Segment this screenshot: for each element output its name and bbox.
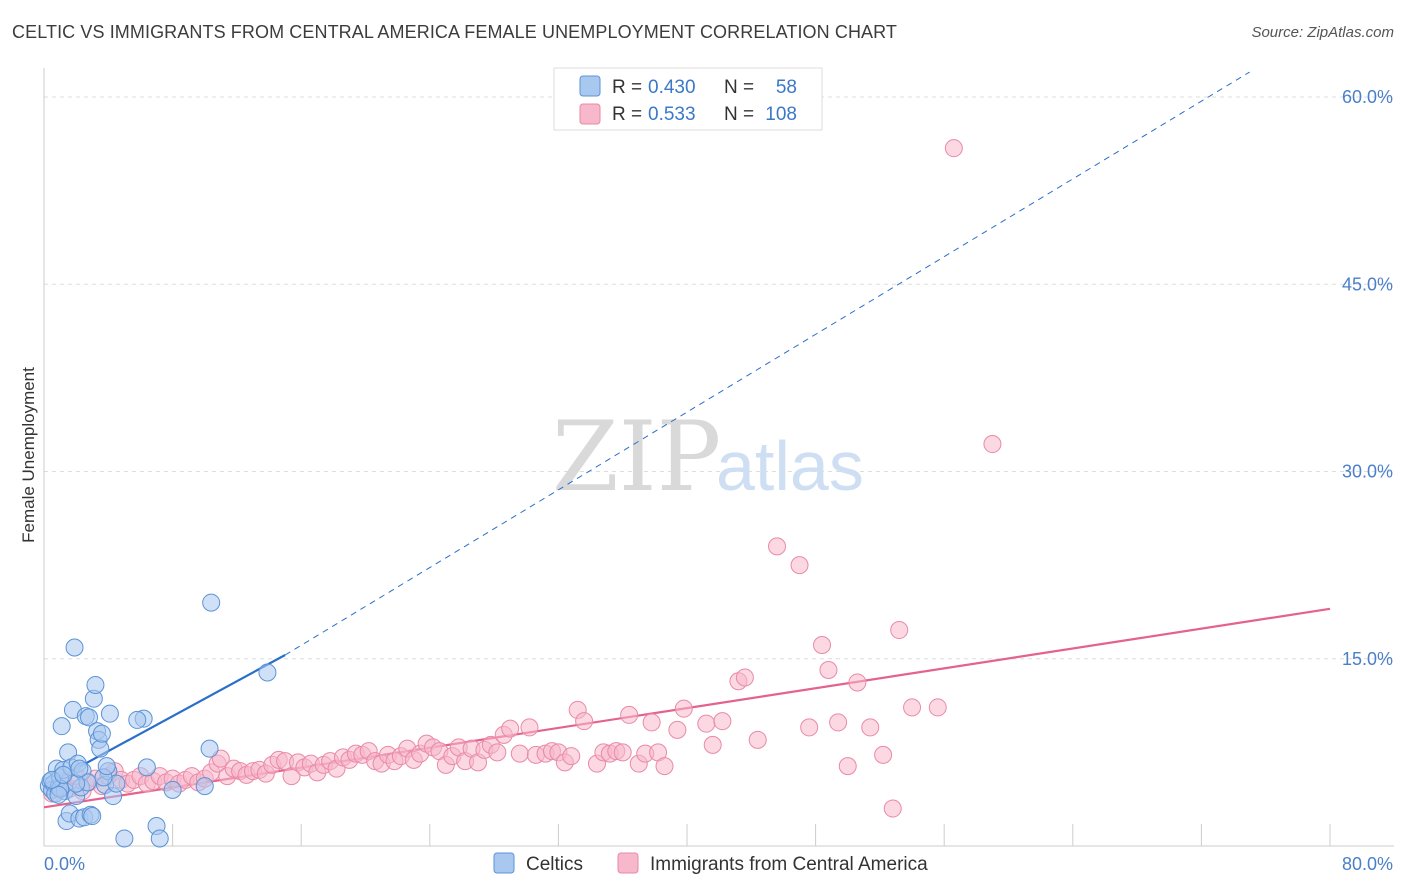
immigrants-point-72 xyxy=(501,719,520,738)
legend-r-label-immigrants: R = xyxy=(612,104,642,125)
immigrants-point-82 xyxy=(575,712,594,731)
trendline-celtics-extrapolated xyxy=(284,71,1250,656)
immigrants-point-102 xyxy=(768,537,787,556)
immigrants-point-93 xyxy=(655,757,674,776)
legend-n-label-celtics: N = xyxy=(724,77,754,98)
legend-r-label-celtics: R = xyxy=(612,77,642,98)
immigrants-point-96 xyxy=(697,714,716,733)
celtics-point-40 xyxy=(97,757,116,776)
immigrants-point-113 xyxy=(890,621,909,640)
immigrants-point-74 xyxy=(520,718,539,737)
immigrants-point-88 xyxy=(620,705,639,724)
immigrants-point-97 xyxy=(703,735,722,754)
immigrants-point-112 xyxy=(883,799,902,818)
immigrants-point-80 xyxy=(562,747,581,766)
immigrants-point-108 xyxy=(838,757,857,776)
immigrants-point-117 xyxy=(983,435,1002,454)
immigrants-point-114 xyxy=(903,698,922,717)
celtics-point-8 xyxy=(52,717,71,736)
immigrants-point-111 xyxy=(874,745,893,764)
celtics-point-33 xyxy=(92,724,111,743)
immigrants-point-94 xyxy=(668,720,687,739)
celtics-point-32 xyxy=(91,739,110,758)
legend-swatch-celtics xyxy=(579,75,601,97)
chart-title: CELTIC VS IMMIGRANTS FROM CENTRAL AMERIC… xyxy=(12,22,898,42)
legend-bottom-label-immigrants: Immigrants from Central America xyxy=(650,854,928,875)
celtics-point-48 xyxy=(137,758,156,777)
celtics-point-55 xyxy=(202,593,221,612)
celtics-point-49 xyxy=(128,710,147,729)
immigrants-point-27 xyxy=(211,749,230,768)
immigrants-point-101 xyxy=(748,730,767,749)
celtics-point-53 xyxy=(195,777,214,796)
y-tick-label-3: 60.0% xyxy=(1342,87,1393,107)
legend-n-value-immigrants: 108 xyxy=(765,104,797,125)
immigrants-point-115 xyxy=(928,698,947,717)
x-tick-label-1: 80.0% xyxy=(1342,854,1393,874)
celtics-point-46 xyxy=(115,829,134,848)
legend-n-label-immigrants: N = xyxy=(724,104,754,125)
watermark-zip: ZIP xyxy=(552,401,721,513)
celtics-point-27 xyxy=(83,807,102,826)
celtics-point-29 xyxy=(86,675,105,694)
legend-stats: R = 0.430 N = 58 R = 0.533 N = 108 xyxy=(553,67,823,131)
celtics-point-36 xyxy=(100,704,119,723)
x-tick-label-0: 0.0% xyxy=(44,854,85,874)
immigrants-point-107 xyxy=(829,713,848,732)
immigrants-point-70 xyxy=(488,743,507,762)
celtics-point-57 xyxy=(70,759,89,778)
celtics-point-44 xyxy=(49,785,68,804)
series-celtics xyxy=(39,593,277,848)
legend-bottom-label-celtics: Celtics xyxy=(526,854,583,875)
legend-r-value-immigrants: 0.533 xyxy=(648,104,696,125)
immigrants-point-95 xyxy=(674,699,693,718)
celtics-point-45 xyxy=(54,765,73,784)
celtics-point-56 xyxy=(258,663,277,682)
immigrants-point-104 xyxy=(800,718,819,737)
legend-swatch-immigrants xyxy=(579,103,601,125)
celtics-point-51 xyxy=(150,829,169,848)
immigrants-point-109 xyxy=(848,673,867,692)
gridlines xyxy=(44,96,1394,660)
watermark: ZIP atlas xyxy=(552,401,864,513)
celtics-point-54 xyxy=(200,739,219,758)
immigrants-point-98 xyxy=(713,712,732,731)
legend-bottom-swatch-immigrants xyxy=(617,852,639,874)
legend-bottom-swatch-celtics xyxy=(493,852,515,874)
tick-labels: 15.0% 30.0% 45.0% 60.0% 0.0% 80.0% xyxy=(44,87,1393,874)
immigrants-point-106 xyxy=(819,660,838,679)
immigrants-point-73 xyxy=(510,744,529,763)
y-tick-label-0: 15.0% xyxy=(1342,649,1393,669)
celtics-point-16 xyxy=(65,638,84,657)
celtics-point-52 xyxy=(163,780,182,799)
immigrants-point-87 xyxy=(613,743,632,762)
immigrants-point-100 xyxy=(735,668,754,687)
legend-r-value-celtics: 0.430 xyxy=(648,77,696,98)
immigrants-point-116 xyxy=(944,139,963,158)
immigrants-point-110 xyxy=(861,718,880,737)
y-axis-title: Female Unemployment xyxy=(19,367,38,543)
watermark-atlas: atlas xyxy=(716,427,864,505)
source-credit: Source: ZipAtlas.com xyxy=(1251,24,1394,41)
immigrants-point-91 xyxy=(642,713,661,732)
immigrants-point-103 xyxy=(790,556,809,575)
legend-series: Celtics Immigrants from Central America xyxy=(493,852,928,875)
y-tick-label-1: 30.0% xyxy=(1342,462,1393,482)
celtics-point-25 xyxy=(80,708,99,727)
immigrants-point-105 xyxy=(813,636,832,655)
legend-n-value-celtics: 58 xyxy=(776,77,797,98)
y-tick-label-2: 45.0% xyxy=(1342,274,1393,294)
axes xyxy=(43,68,1394,847)
